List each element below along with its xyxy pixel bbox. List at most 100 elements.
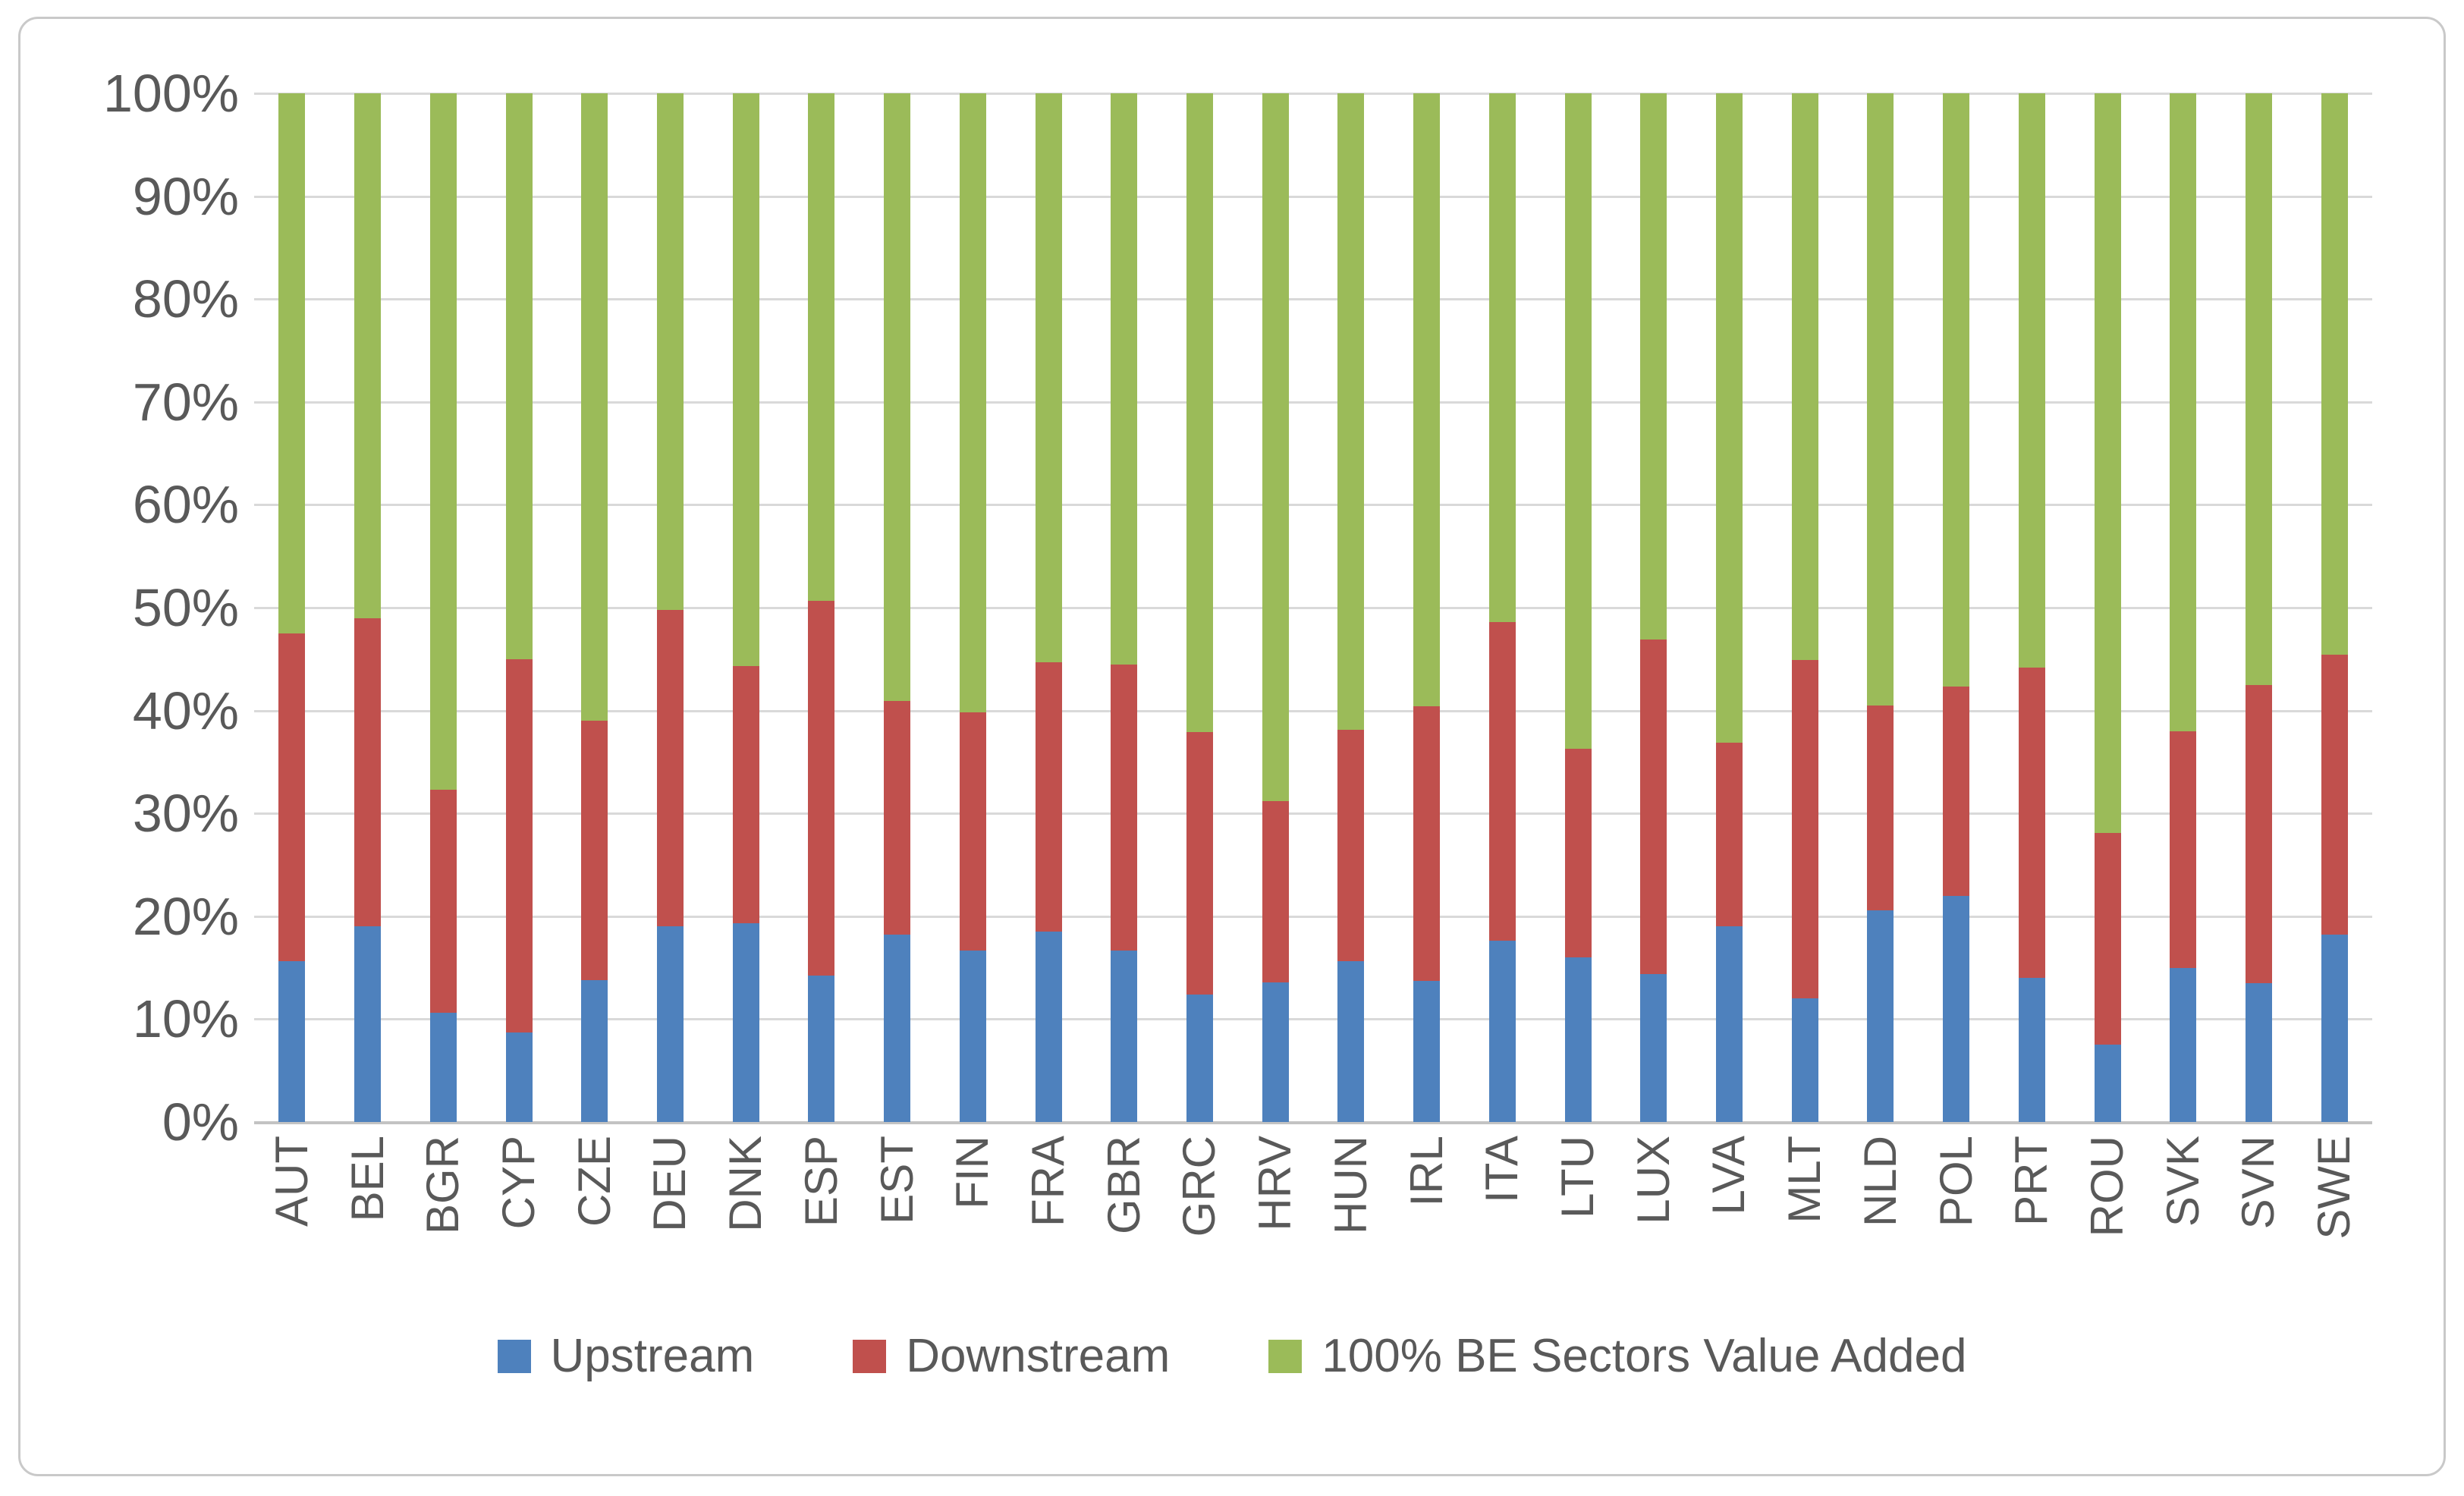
legend-item-100-be-sectors-value-added[interactable]: 100% BE Sectors Value Added bbox=[1268, 1329, 1966, 1383]
bar-segment-FIN-upstream[interactable] bbox=[959, 950, 986, 1122]
bar-segment-POL-upstream[interactable] bbox=[1943, 895, 1970, 1122]
bar-segment-SVK-100-be-sectors-value-added[interactable] bbox=[2170, 93, 2197, 731]
bar-segment-IRL-downstream[interactable] bbox=[1413, 706, 1441, 982]
legend: Upstream Downstream 100% BE Sectors Value … bbox=[0, 1329, 2464, 1383]
bar-segment-CZE-100-be-sectors-value-added[interactable] bbox=[581, 93, 608, 721]
bar-segment-HUN-downstream[interactable] bbox=[1337, 730, 1365, 962]
bar-segment-GBR-100-be-sectors-value-added[interactable] bbox=[1111, 93, 1138, 665]
bar-segment-SVK-downstream[interactable] bbox=[2170, 731, 2197, 968]
bar-segment-POL-downstream[interactable] bbox=[1943, 687, 1970, 896]
bar-segment-DNK-upstream[interactable] bbox=[732, 923, 759, 1122]
bar-HRV bbox=[1262, 93, 1289, 1122]
bar-segment-ESP-100-be-sectors-value-added[interactable] bbox=[808, 93, 835, 601]
bar-segment-DNK-100-be-sectors-value-added[interactable] bbox=[732, 93, 759, 667]
bar-segment-HRV-upstream[interactable] bbox=[1262, 982, 1289, 1122]
bar-segment-HUN-upstream[interactable] bbox=[1337, 961, 1365, 1122]
bar-segment-MLT-downstream[interactable] bbox=[1791, 660, 1818, 999]
bar-segment-ROU-upstream[interactable] bbox=[2094, 1045, 2121, 1122]
legend-item-upstream[interactable]: Upstream bbox=[497, 1329, 754, 1383]
y-tick-label: 50% bbox=[132, 578, 239, 637]
bar-segment-GRC-100-be-sectors-value-added[interactable] bbox=[1186, 93, 1213, 733]
bar-segment-PRT-downstream[interactable] bbox=[2018, 667, 2045, 979]
bar-segment-CZE-upstream[interactable] bbox=[581, 979, 608, 1122]
bar-segment-ITA-100-be-sectors-value-added[interactable] bbox=[1488, 93, 1516, 622]
bar-segment-BGR-upstream[interactable] bbox=[429, 1013, 457, 1122]
bar-segment-SVN-100-be-sectors-value-added[interactable] bbox=[2246, 93, 2273, 685]
bar-segment-ESP-upstream[interactable] bbox=[808, 976, 835, 1122]
bar-segment-LUX-downstream[interactable] bbox=[1640, 640, 1667, 974]
bar-segment-EST-upstream[interactable] bbox=[884, 935, 911, 1122]
bar-segment-NLD-upstream[interactable] bbox=[1867, 910, 1894, 1122]
bar-segment-GRC-downstream[interactable] bbox=[1186, 732, 1213, 995]
bar-segment-FIN-100-be-sectors-value-added[interactable] bbox=[959, 93, 986, 713]
bar-segment-SVK-upstream[interactable] bbox=[2170, 967, 2197, 1122]
bar-segment-BGR-downstream[interactable] bbox=[429, 790, 457, 1014]
bar-slot-MLT bbox=[1767, 93, 1843, 1122]
bar-segment-PRT-100-be-sectors-value-added[interactable] bbox=[2018, 93, 2045, 668]
bar-segment-BEL-downstream[interactable] bbox=[354, 618, 382, 927]
bar-segment-LTU-100-be-sectors-value-added[interactable] bbox=[1564, 93, 1592, 749]
bar-segment-DNK-downstream[interactable] bbox=[732, 666, 759, 924]
bar-segment-LVA-upstream[interactable] bbox=[1716, 926, 1743, 1122]
bar-segment-NLD-100-be-sectors-value-added[interactable] bbox=[1867, 93, 1894, 706]
bar-segment-SVN-downstream[interactable] bbox=[2246, 684, 2273, 983]
bar-segment-EST-100-be-sectors-value-added[interactable] bbox=[884, 93, 911, 702]
x-category-label-ESP: ESP bbox=[795, 1136, 847, 1227]
x-category-label-DNK: DNK bbox=[720, 1136, 772, 1232]
bar-segment-FRA-downstream[interactable] bbox=[1035, 662, 1062, 932]
bar-segment-LTU-upstream[interactable] bbox=[1564, 957, 1592, 1122]
bar-segment-DEU-upstream[interactable] bbox=[656, 926, 684, 1122]
x-category-label-MLT: MLT bbox=[1779, 1136, 1831, 1224]
bar-segment-IRL-100-be-sectors-value-added[interactable] bbox=[1413, 93, 1441, 707]
bar-segment-MLT-100-be-sectors-value-added[interactable] bbox=[1791, 93, 1818, 661]
bar-segment-IRL-upstream[interactable] bbox=[1413, 981, 1441, 1122]
bar-segment-EST-downstream[interactable] bbox=[884, 701, 911, 935]
bar-segment-HRV-100-be-sectors-value-added[interactable] bbox=[1262, 93, 1289, 801]
bar-slot-ITA bbox=[1465, 93, 1541, 1122]
bar-segment-ITA-downstream[interactable] bbox=[1488, 622, 1516, 941]
bar-segment-LUX-upstream[interactable] bbox=[1640, 973, 1667, 1122]
bar-segment-ROU-downstream[interactable] bbox=[2094, 832, 2121, 1045]
bar-segment-LVA-100-be-sectors-value-added[interactable] bbox=[1716, 93, 1743, 743]
bar-segment-DEU-100-be-sectors-value-added[interactable] bbox=[656, 93, 684, 610]
bar-slot-ESP bbox=[784, 93, 860, 1122]
bar-segment-BGR-100-be-sectors-value-added[interactable] bbox=[429, 93, 457, 790]
bar-segment-CYP-100-be-sectors-value-added[interactable] bbox=[505, 93, 533, 659]
bar-segment-DEU-downstream[interactable] bbox=[656, 609, 684, 927]
bar-segment-CZE-downstream[interactable] bbox=[581, 721, 608, 980]
bar-segment-GBR-upstream[interactable] bbox=[1111, 950, 1138, 1122]
bar-segment-AUT-100-be-sectors-value-added[interactable] bbox=[278, 93, 306, 633]
bar-segment-GRC-upstream[interactable] bbox=[1186, 994, 1213, 1122]
bar-segment-ITA-upstream[interactable] bbox=[1488, 941, 1516, 1122]
bar-segment-LTU-downstream[interactable] bbox=[1564, 748, 1592, 958]
bar-segment-ESP-downstream[interactable] bbox=[808, 600, 835, 976]
legend-label: Downstream bbox=[906, 1330, 1171, 1382]
bar-segment-BEL-100-be-sectors-value-added[interactable] bbox=[354, 93, 382, 618]
bar-segment-FRA-100-be-sectors-value-added[interactable] bbox=[1035, 93, 1062, 662]
bar-segment-FRA-upstream[interactable] bbox=[1035, 932, 1062, 1122]
bar-slot-GRC bbox=[1162, 93, 1238, 1122]
legend-item-downstream[interactable]: Downstream bbox=[853, 1329, 1170, 1383]
bar-segment-FIN-downstream[interactable] bbox=[959, 712, 986, 951]
bar-segment-HRV-downstream[interactable] bbox=[1262, 800, 1289, 982]
bar-slot-BGR bbox=[405, 93, 481, 1122]
bar-segment-MLT-upstream[interactable] bbox=[1791, 998, 1818, 1122]
bar-segment-PRT-upstream[interactable] bbox=[2018, 978, 2045, 1122]
bar-segment-SWE-upstream[interactable] bbox=[2321, 935, 2348, 1122]
bar-segment-AUT-upstream[interactable] bbox=[278, 961, 306, 1122]
bar-segment-LVA-downstream[interactable] bbox=[1716, 742, 1743, 927]
bar-segment-POL-100-be-sectors-value-added[interactable] bbox=[1943, 93, 1970, 687]
bar-segment-LUX-100-be-sectors-value-added[interactable] bbox=[1640, 93, 1667, 640]
bar-segment-SWE-100-be-sectors-value-added[interactable] bbox=[2321, 93, 2348, 655]
bar-segment-SVN-upstream[interactable] bbox=[2246, 982, 2273, 1122]
bar-segment-CYP-upstream[interactable] bbox=[505, 1032, 533, 1122]
bar-segment-HUN-100-be-sectors-value-added[interactable] bbox=[1337, 93, 1365, 731]
bar-segment-NLD-downstream[interactable] bbox=[1867, 705, 1894, 910]
bar-segment-SWE-downstream[interactable] bbox=[2321, 655, 2348, 935]
bar-segment-CYP-downstream[interactable] bbox=[505, 658, 533, 1033]
bar-segment-GBR-downstream[interactable] bbox=[1111, 664, 1138, 951]
bar-segment-BEL-upstream[interactable] bbox=[354, 926, 382, 1122]
bar-segment-AUT-downstream[interactable] bbox=[278, 633, 306, 962]
bar-segment-ROU-100-be-sectors-value-added[interactable] bbox=[2094, 93, 2121, 833]
